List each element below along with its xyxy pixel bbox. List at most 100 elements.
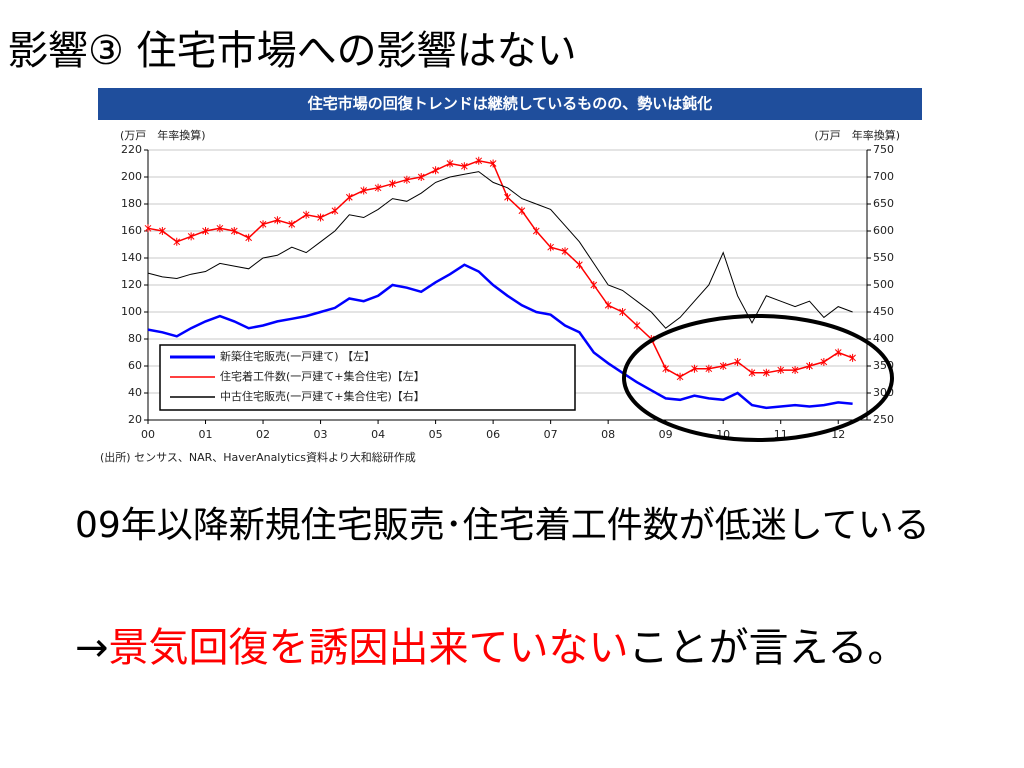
slide-title: 影響③ 住宅市場への影響はない bbox=[8, 28, 577, 74]
y2-tick-label: 450 bbox=[873, 305, 894, 318]
x-tick-label: 08 bbox=[601, 428, 615, 441]
series-marker bbox=[705, 364, 713, 373]
x-tick-label: 02 bbox=[256, 428, 270, 441]
y-tick-label: 160 bbox=[121, 224, 142, 237]
series-line bbox=[147, 160, 853, 378]
series-marker bbox=[806, 362, 813, 370]
series-marker bbox=[159, 227, 166, 235]
y2-tick-label: 250 bbox=[873, 413, 894, 426]
series-marker bbox=[633, 321, 641, 330]
y-tick-label: 120 bbox=[121, 278, 142, 291]
series-line bbox=[147, 263, 853, 410]
series-marker bbox=[691, 364, 698, 373]
series-marker bbox=[202, 227, 209, 235]
series-marker bbox=[345, 193, 353, 202]
legend-label: 住宅着工件数(一戸建て+集合住宅)【左】 bbox=[220, 369, 425, 383]
series-marker bbox=[619, 308, 626, 316]
series-marker bbox=[187, 232, 195, 241]
series-marker bbox=[662, 364, 670, 373]
series-marker bbox=[417, 173, 425, 181]
series-line bbox=[147, 171, 853, 329]
series-marker bbox=[173, 237, 181, 246]
series-marker bbox=[317, 213, 324, 222]
series-marker bbox=[518, 206, 526, 215]
series-marker bbox=[475, 156, 483, 165]
series-marker bbox=[820, 357, 828, 366]
series-marker bbox=[777, 366, 785, 375]
y-tick-label: 100 bbox=[121, 305, 142, 318]
series-marker bbox=[374, 183, 382, 192]
y-tick-label: 180 bbox=[121, 197, 142, 210]
y2-tick-label: 650 bbox=[873, 197, 894, 210]
x-tick-label: 12 bbox=[831, 428, 845, 441]
series-marker bbox=[590, 281, 598, 289]
series-marker bbox=[834, 348, 842, 357]
series-marker bbox=[446, 159, 454, 168]
series-marker bbox=[734, 357, 741, 366]
series-marker bbox=[561, 247, 569, 256]
series-marker bbox=[245, 233, 253, 242]
y2-axis-label: (万戸 年率換算) bbox=[814, 128, 900, 142]
x-tick-label: 01 bbox=[199, 428, 213, 441]
series-marker bbox=[504, 193, 511, 202]
series-marker bbox=[360, 186, 368, 195]
series-marker bbox=[331, 206, 339, 215]
series-marker bbox=[461, 162, 468, 171]
series-marker bbox=[432, 166, 439, 175]
series-marker bbox=[389, 179, 396, 188]
y-tick-label: 40 bbox=[128, 386, 142, 399]
y-axis-label: (万戸 年率換算) bbox=[120, 128, 206, 142]
source-note: (出所) センサス、NAR、HaverAnalytics資料より大和総研作成 bbox=[100, 450, 416, 464]
series-marker bbox=[604, 301, 612, 310]
y2-tick-label: 500 bbox=[873, 278, 894, 291]
body-text: 09年以降新規住宅販売･住宅着工件数が低迷している bbox=[75, 505, 930, 546]
series-marker bbox=[144, 224, 152, 233]
y-tick-label: 220 bbox=[121, 143, 142, 156]
series-marker bbox=[849, 353, 856, 362]
series-marker bbox=[403, 175, 411, 184]
legend-label: 中古住宅販売(一戸建て+集合住宅)【右】 bbox=[220, 389, 425, 403]
y2-tick-label: 550 bbox=[873, 251, 894, 264]
legend-box bbox=[159, 344, 576, 411]
y2-tick-label: 400 bbox=[873, 332, 894, 345]
series-marker bbox=[791, 366, 799, 375]
series-marker bbox=[489, 159, 497, 168]
y2-tick-label: 750 bbox=[873, 143, 894, 156]
x-tick-label: 07 bbox=[544, 428, 558, 441]
series-marker bbox=[676, 372, 684, 381]
y2-tick-label: 600 bbox=[873, 224, 894, 237]
legend-label: 新築住宅販売(一戸建て) 【左】 bbox=[220, 349, 375, 363]
y2-tick-label: 700 bbox=[873, 170, 894, 183]
plot: 2040608010012014016018020022025030035040… bbox=[121, 143, 894, 441]
highlight-ellipse bbox=[622, 314, 894, 442]
x-tick-label: 03 bbox=[314, 428, 328, 441]
emphasis: 景気回復を誘因出来ていない bbox=[108, 625, 629, 671]
x-tick-label: 04 bbox=[371, 428, 385, 441]
y-tick-label: 200 bbox=[121, 170, 142, 183]
series-marker bbox=[762, 368, 770, 377]
y-tick-label: 20 bbox=[128, 413, 142, 426]
body-text-rest: ことが言える。 bbox=[628, 625, 908, 671]
y-tick-label: 140 bbox=[121, 251, 142, 264]
series-marker bbox=[302, 210, 310, 219]
series-marker bbox=[274, 216, 281, 225]
series-marker bbox=[576, 260, 583, 269]
y-tick-label: 80 bbox=[128, 332, 142, 345]
series-marker bbox=[230, 227, 238, 235]
x-tick-label: 09 bbox=[659, 428, 673, 441]
x-tick-label: 00 bbox=[141, 428, 155, 441]
series-marker bbox=[547, 243, 554, 252]
series-marker bbox=[259, 220, 267, 229]
chart-title-bar bbox=[98, 88, 922, 120]
series-marker bbox=[216, 224, 224, 233]
x-tick-label: 06 bbox=[486, 428, 500, 441]
body-text: →景気回復を誘因出来ていないことが言える。 bbox=[75, 618, 995, 678]
series-marker bbox=[532, 227, 540, 235]
x-tick-label: 05 bbox=[429, 428, 443, 441]
y-tick-label: 60 bbox=[128, 359, 142, 372]
series-marker bbox=[748, 368, 756, 377]
series-marker bbox=[288, 220, 296, 229]
arrow: → bbox=[75, 625, 109, 671]
